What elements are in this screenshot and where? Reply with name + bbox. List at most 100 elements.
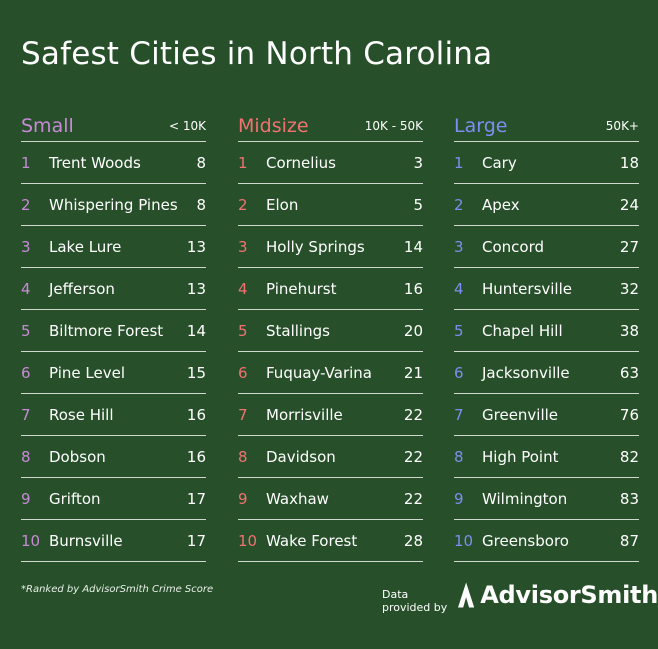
list-item: 6 Pine Level 15 <box>21 352 206 394</box>
crime-score: 76 <box>619 405 639 424</box>
crime-score: 22 <box>403 405 423 424</box>
advisorsmith-logo-icon <box>458 582 475 608</box>
city-name: Jefferson <box>49 279 115 298</box>
city-name: Stallings <box>266 321 330 340</box>
column-title: Large <box>454 115 508 137</box>
rank-number: 5 <box>454 321 464 340</box>
crime-score: 27 <box>619 237 639 256</box>
crime-score: 20 <box>403 321 423 340</box>
list-item: 9 Waxhaw 22 <box>238 478 423 520</box>
rank-number: 2 <box>21 195 31 214</box>
city-name: Huntersville <box>482 279 572 298</box>
rank-number: 10 <box>238 531 258 550</box>
population-range: 50K+ <box>605 119 639 133</box>
city-name: Rose Hill <box>49 405 114 424</box>
crime-score: 17 <box>186 531 206 550</box>
city-name: Cornelius <box>266 153 336 172</box>
crime-score: 14 <box>186 321 206 340</box>
list-item: 5 Biltmore Forest 14 <box>21 310 206 352</box>
column-midsize: Midsize 10K - 50K 1 Cornelius 3 2 Elon 5 3 Holly … <box>238 112 423 562</box>
list-item: 5 Stallings 20 <box>238 310 423 352</box>
footnote: *Ranked by AdvisorSmith Crime Score <box>21 584 214 595</box>
rank-number: 7 <box>454 405 464 424</box>
rank-number: 1 <box>21 153 31 172</box>
city-name: Concord <box>482 237 545 256</box>
city-name: Chapel Hill <box>482 321 563 340</box>
rank-number: 9 <box>238 489 248 508</box>
list-item: 2 Apex 24 <box>454 184 639 226</box>
list-item: 10 Greensboro 87 <box>454 520 639 562</box>
city-name: Morrisville <box>266 405 343 424</box>
list-item: 8 Davidson 22 <box>238 436 423 478</box>
list-item: 7 Greenville 76 <box>454 394 639 436</box>
list-item: 7 Morrisville 22 <box>238 394 423 436</box>
rank-number: 7 <box>238 405 248 424</box>
population-range: 10K - 50K <box>364 119 423 133</box>
city-name: Trent Woods <box>49 153 141 172</box>
brand-name: AdvisorSmith <box>480 581 658 609</box>
list-item: 3 Holly Springs 14 <box>238 226 423 268</box>
crime-score: 22 <box>403 447 423 466</box>
column-header: Midsize 10K - 50K <box>238 112 423 142</box>
rank-number: 10 <box>21 531 41 550</box>
city-name: High Point <box>482 447 559 466</box>
crime-score: 22 <box>403 489 423 508</box>
list-item: 6 Fuquay-Varina 21 <box>238 352 423 394</box>
list-item: 4 Jefferson 13 <box>21 268 206 310</box>
crime-score: 24 <box>619 195 639 214</box>
city-name: Lake Lure <box>49 237 122 256</box>
city-name: Pine Level <box>49 363 125 382</box>
crime-score: 16 <box>403 279 423 298</box>
list-item: 3 Lake Lure 13 <box>21 226 206 268</box>
rank-number: 6 <box>454 363 464 382</box>
city-name: Pinehurst <box>266 279 337 298</box>
city-name: Cary <box>482 153 517 172</box>
crime-score: 18 <box>619 153 639 172</box>
rank-number: 3 <box>238 237 248 256</box>
rank-number: 2 <box>238 195 248 214</box>
list-item: 8 High Point 82 <box>454 436 639 478</box>
city-name: Biltmore Forest <box>49 321 164 340</box>
page-title: Safest Cities in North Carolina <box>21 36 493 72</box>
column-header: Large 50K+ <box>454 112 639 142</box>
city-name: Burnsville <box>49 531 123 550</box>
crime-score: 14 <box>403 237 423 256</box>
crime-score: 87 <box>619 531 639 550</box>
crime-score: 16 <box>186 405 206 424</box>
crime-score: 5 <box>413 195 423 214</box>
list-item: 7 Rose Hill 16 <box>21 394 206 436</box>
list-item: 1 Cornelius 3 <box>238 142 423 184</box>
rank-number: 2 <box>454 195 464 214</box>
city-name: Whispering Pines <box>49 195 178 214</box>
list-item: 9 Grifton 17 <box>21 478 206 520</box>
column-header: Small < 10K <box>21 112 206 142</box>
rank-number: 5 <box>238 321 248 340</box>
list-item: 4 Huntersville 32 <box>454 268 639 310</box>
rank-number: 3 <box>454 237 464 256</box>
rank-number: 8 <box>21 447 31 466</box>
rank-number: 10 <box>454 531 474 550</box>
rank-number: 9 <box>21 489 31 508</box>
list-item: 10 Wake Forest 28 <box>238 520 423 562</box>
crime-score: 38 <box>619 321 639 340</box>
city-name: Holly Springs <box>266 237 365 256</box>
rank-number: 5 <box>21 321 31 340</box>
rank-number: 1 <box>454 153 464 172</box>
city-name: Davidson <box>266 447 336 466</box>
city-name: Wilmington <box>482 489 568 508</box>
population-range: < 10K <box>168 119 206 133</box>
crime-score: 21 <box>403 363 423 382</box>
column-small: Small < 10K 1 Trent Woods 8 2 Whispering Pines… <box>21 112 206 562</box>
crime-score: 17 <box>186 489 206 508</box>
crime-score: 3 <box>413 153 423 172</box>
crime-score: 32 <box>619 279 639 298</box>
city-name: Fuquay-Varina <box>266 363 373 382</box>
rank-number: 1 <box>238 153 248 172</box>
rank-number: 8 <box>454 447 464 466</box>
list-item: 2 Whispering Pines 8 <box>21 184 206 226</box>
crime-score: 15 <box>186 363 206 382</box>
city-name: Waxhaw <box>266 489 329 508</box>
list-item: 3 Concord 27 <box>454 226 639 268</box>
list-item: 2 Elon 5 <box>238 184 423 226</box>
city-name: Elon <box>266 195 299 214</box>
